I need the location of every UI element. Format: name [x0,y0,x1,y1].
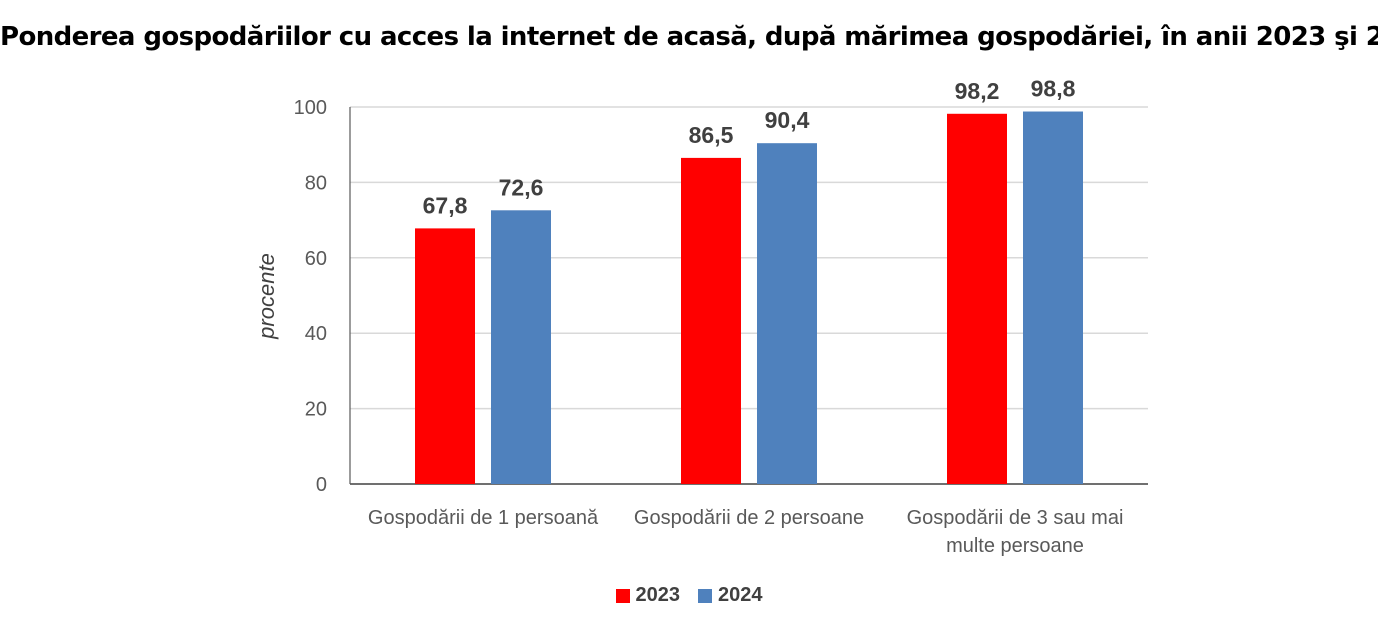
bar-2023-0 [415,228,475,484]
y-tick-label: 40 [305,323,327,345]
legend-item-2023: 2023 [615,584,681,607]
category-label: Gospodării de 2 persoane [634,507,864,529]
legend-swatch-2023 [615,588,630,603]
data-label: 98,2 [955,78,1000,104]
legend-swatch-2024 [698,588,712,603]
legend-label-2023: 2023 [635,584,681,606]
bars [415,111,1083,485]
category-label: Gospodării de 1 persoană [368,507,599,529]
data-label: 67,8 [423,192,468,218]
y-tick-label: 0 [316,474,327,496]
axes [349,107,1148,485]
y-axis-title: procente [254,253,279,340]
labels: 0 20 40 60 80 100 67,8 72,6 Gospodării de 1 pers… [294,76,1124,557]
y-tick-label: 80 [305,172,327,194]
bar-2023-1 [681,157,741,484]
bar-2024-0 [491,210,551,484]
bar-2024-2 [1023,111,1083,485]
category-label: multe persoane [946,535,1084,557]
y-tick-label: 100 [294,97,327,119]
data-label: 86,5 [689,122,734,148]
legend-item-2024: 2024 [698,584,763,607]
legend-label-2024: 2024 [718,584,763,606]
bar-2023-2 [947,113,1007,484]
data-label: 72,6 [499,174,544,200]
bar-2024-1 [757,143,817,484]
legend: 2023 2024 [0,584,1378,607]
y-tick-label: 20 [305,399,327,421]
gridlines [350,106,1148,410]
category-label: Gospodării de 3 sau mai [907,507,1124,529]
data-label: 90,4 [765,107,810,133]
y-tick-label: 60 [305,248,327,270]
data-label: 98,8 [1031,76,1076,102]
chart-title: Ponderea gospodăriilor cu acces la inter… [0,22,1378,52]
